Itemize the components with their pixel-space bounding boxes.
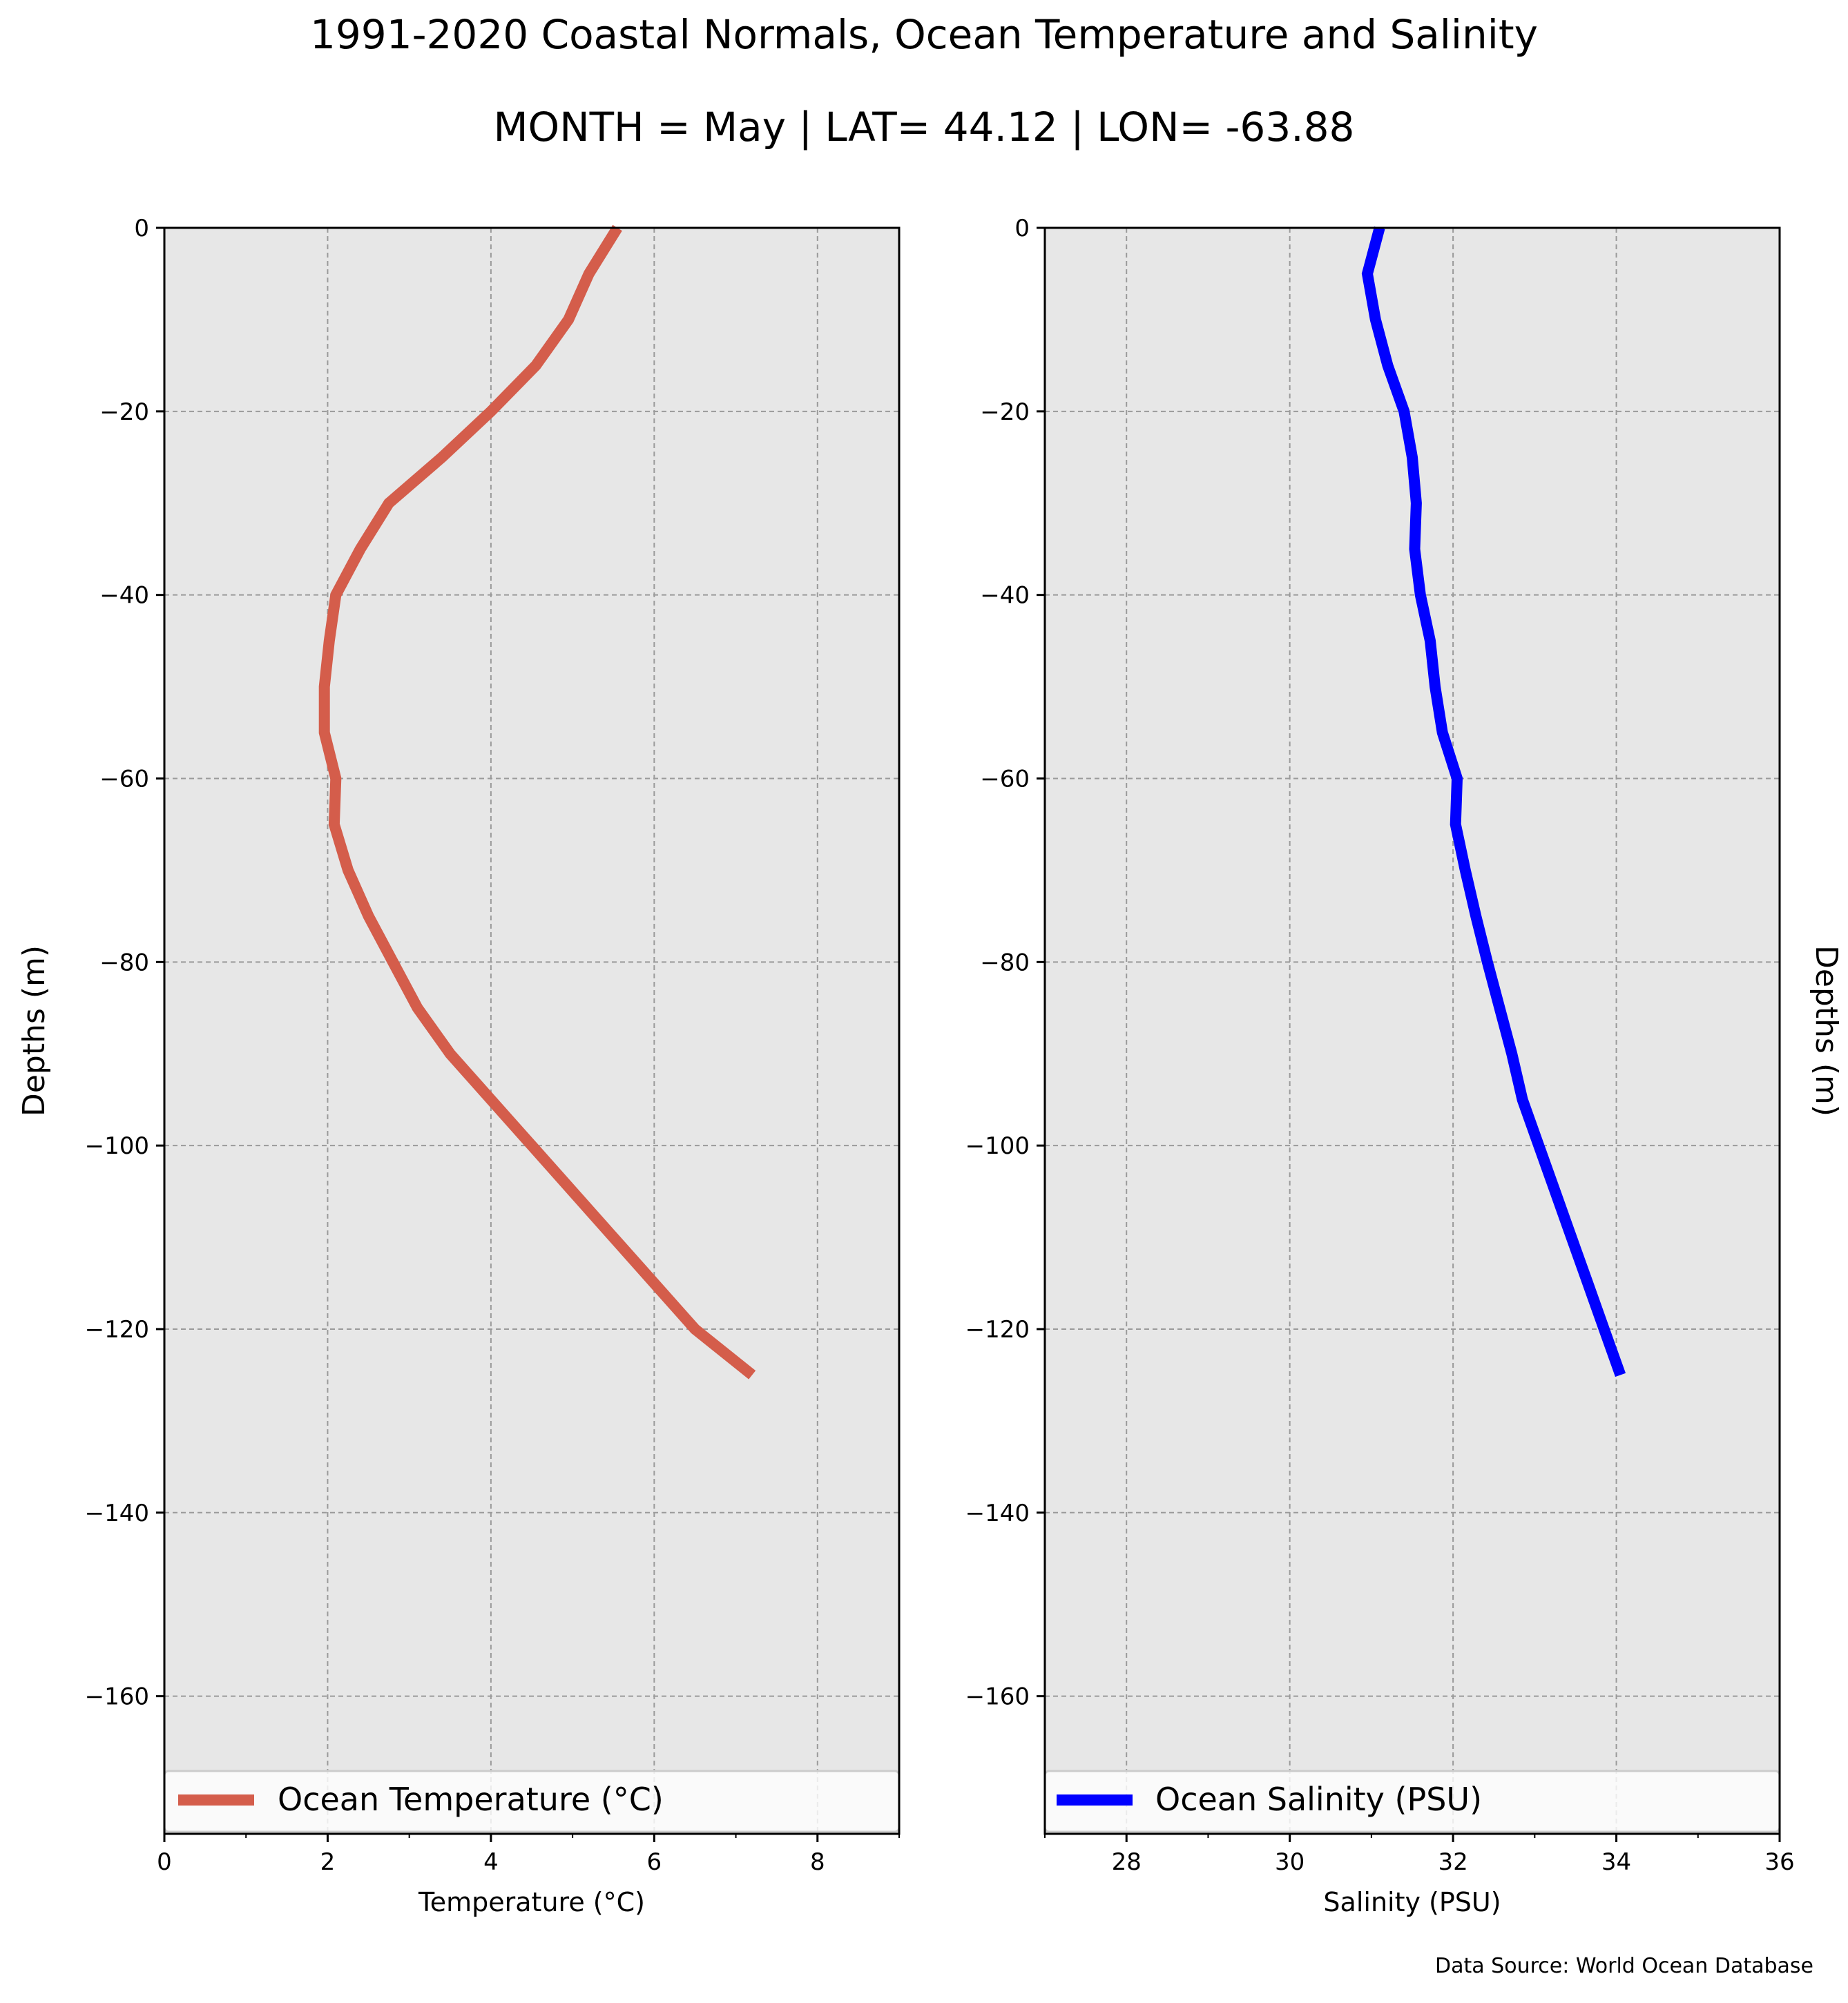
y-tick-label: −160 <box>965 1683 1030 1711</box>
salinity-series <box>1361 226 1626 1377</box>
y-tick-label: −140 <box>85 1500 149 1527</box>
y-tick-label: −80 <box>99 949 149 976</box>
x-tick-label: 6 <box>647 1848 662 1876</box>
x-tick-label: 28 <box>1112 1848 1142 1876</box>
salinity-panel: Ocean Salinity (PSU) 28 30 32 34 36 0 −20 −40 −6… <box>965 215 1844 1917</box>
series-line <box>318 224 756 1380</box>
x-tick-label: 4 <box>483 1848 499 1876</box>
salinity-legend: Ocean Salinity (PSU) <box>1043 1770 1781 1833</box>
y-tick-label: −100 <box>85 1132 149 1160</box>
y-tick-label: −160 <box>85 1683 149 1711</box>
y-tick-label: −100 <box>965 1132 1030 1160</box>
y-tick-label: −20 <box>980 398 1030 426</box>
temperature-plot-area <box>164 228 899 1834</box>
salinity-plot-frame <box>1043 226 1781 1835</box>
salinity-legend-label: Ocean Salinity (PSU) <box>1155 1781 1482 1818</box>
x-tick-label: 36 <box>1764 1848 1794 1876</box>
y-tick-label: −60 <box>99 765 149 793</box>
chart-subtitle: MONTH = May | LAT= 44.12 | LON= -63.88 <box>493 104 1355 151</box>
data-source-note: Data Source: World Ocean Database <box>1435 1954 1813 1978</box>
x-tick-label: 32 <box>1438 1848 1467 1876</box>
x-tick-label: 8 <box>810 1848 825 1876</box>
y-tick-label: −80 <box>980 949 1030 976</box>
temperature-series <box>318 224 756 1380</box>
y-tick-label: −20 <box>99 398 149 426</box>
salinity-y-axis-label: Depths (m) <box>1809 945 1844 1116</box>
x-tick-label: 2 <box>320 1848 336 1876</box>
y-tick-label: −140 <box>965 1500 1030 1527</box>
salinity-ticks: 28 30 32 34 36 0 −20 −40 −60 −80 −100 −120 −140 −160 <box>965 215 1795 1876</box>
chart-title: 1991-2020 Coastal Normals, Ocean Tempera… <box>310 11 1538 58</box>
x-tick-label: 0 <box>157 1848 172 1876</box>
y-tick-label: 0 <box>1014 215 1030 242</box>
y-tick-label: 0 <box>134 215 149 242</box>
y-tick-label: −120 <box>965 1316 1030 1344</box>
temperature-ticks: 0 2 4 6 8 0 −20 −40 −60 −80 −100 −120 −140 −160 <box>85 215 900 1876</box>
temperature-panel: Ocean Temperature (°C) 0 2 4 6 8 0 −20 −40 −60 −8… <box>17 215 901 1917</box>
temperature-y-axis-label: Depths (m) <box>17 945 52 1116</box>
temperature-legend: Ocean Temperature (°C) <box>163 1770 901 1833</box>
temperature-x-axis-label: Temperature (°C) <box>418 1887 645 1917</box>
y-tick-label: −60 <box>980 765 1030 793</box>
x-tick-label: 34 <box>1601 1848 1631 1876</box>
temperature-legend-label: Ocean Temperature (°C) <box>278 1781 664 1818</box>
x-tick-label: 30 <box>1275 1848 1305 1876</box>
y-tick-label: −120 <box>85 1316 149 1344</box>
salinity-x-axis-label: Salinity (PSU) <box>1323 1887 1501 1917</box>
series-line <box>1361 226 1626 1377</box>
y-tick-label: −40 <box>980 582 1030 610</box>
temperature-plot-frame <box>163 226 901 1835</box>
y-tick-label: −40 <box>99 582 149 610</box>
